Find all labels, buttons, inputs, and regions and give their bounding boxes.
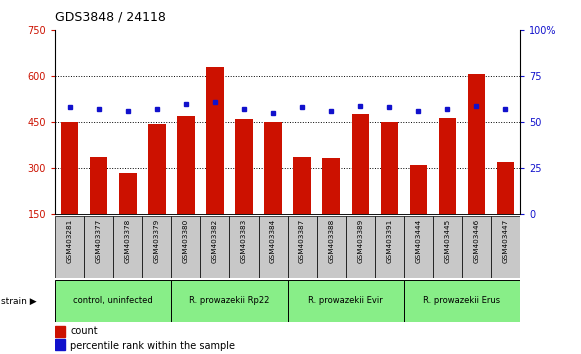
Text: control, uninfected: control, uninfected bbox=[73, 296, 153, 306]
Bar bbox=[142, 216, 171, 278]
Bar bbox=[55, 326, 66, 337]
Bar bbox=[229, 216, 259, 278]
Text: GSM403389: GSM403389 bbox=[357, 219, 363, 263]
Bar bbox=[259, 216, 288, 278]
Bar bbox=[264, 122, 282, 214]
Bar bbox=[119, 173, 137, 214]
Bar bbox=[206, 67, 224, 214]
Text: GSM403384: GSM403384 bbox=[270, 219, 276, 263]
Bar bbox=[177, 116, 195, 214]
Bar bbox=[148, 124, 166, 214]
Bar bbox=[55, 216, 84, 278]
Text: strain ▶: strain ▶ bbox=[1, 296, 36, 306]
Text: GSM403377: GSM403377 bbox=[96, 219, 102, 263]
Text: GSM403387: GSM403387 bbox=[299, 219, 305, 263]
Bar bbox=[375, 216, 404, 278]
Text: percentile rank within the sample: percentile rank within the sample bbox=[70, 341, 235, 351]
Bar bbox=[84, 216, 113, 278]
Bar bbox=[235, 119, 253, 214]
Text: GSM403382: GSM403382 bbox=[212, 219, 218, 263]
Bar bbox=[346, 216, 375, 278]
Bar bbox=[410, 165, 427, 214]
Text: GSM403388: GSM403388 bbox=[328, 219, 334, 263]
Text: count: count bbox=[70, 326, 98, 336]
Bar bbox=[433, 216, 462, 278]
Text: GSM403379: GSM403379 bbox=[154, 219, 160, 263]
Bar bbox=[352, 114, 369, 214]
Bar bbox=[171, 216, 200, 278]
Text: GSM403378: GSM403378 bbox=[125, 219, 131, 263]
Bar bbox=[404, 280, 520, 322]
Bar bbox=[317, 216, 346, 278]
Bar bbox=[113, 216, 142, 278]
Text: GSM403383: GSM403383 bbox=[241, 219, 247, 263]
Bar bbox=[462, 216, 491, 278]
Text: GSM403446: GSM403446 bbox=[474, 219, 479, 263]
Bar bbox=[288, 216, 317, 278]
Text: GSM403445: GSM403445 bbox=[444, 219, 450, 263]
Bar bbox=[491, 216, 520, 278]
Bar bbox=[497, 162, 514, 214]
Text: GDS3848 / 24118: GDS3848 / 24118 bbox=[55, 11, 166, 24]
Bar bbox=[439, 119, 456, 214]
Text: R. prowazekii Evir: R. prowazekii Evir bbox=[309, 296, 383, 306]
Bar bbox=[55, 280, 171, 322]
Text: R. prowazekii Erus: R. prowazekii Erus bbox=[424, 296, 500, 306]
Text: GSM403391: GSM403391 bbox=[386, 219, 392, 263]
Bar bbox=[293, 157, 311, 214]
Bar bbox=[171, 280, 288, 322]
Bar bbox=[61, 122, 78, 214]
Bar bbox=[288, 280, 404, 322]
Bar bbox=[468, 74, 485, 214]
Bar bbox=[381, 122, 398, 214]
Text: R. prowazekii Rp22: R. prowazekii Rp22 bbox=[189, 296, 270, 306]
Text: GSM403281: GSM403281 bbox=[67, 219, 73, 263]
Text: GSM403380: GSM403380 bbox=[183, 219, 189, 263]
Text: GSM403447: GSM403447 bbox=[503, 219, 508, 263]
Bar bbox=[200, 216, 229, 278]
Bar bbox=[404, 216, 433, 278]
Text: GSM403444: GSM403444 bbox=[415, 219, 421, 263]
Bar bbox=[90, 158, 107, 214]
Bar bbox=[55, 339, 66, 350]
Bar bbox=[322, 158, 340, 214]
